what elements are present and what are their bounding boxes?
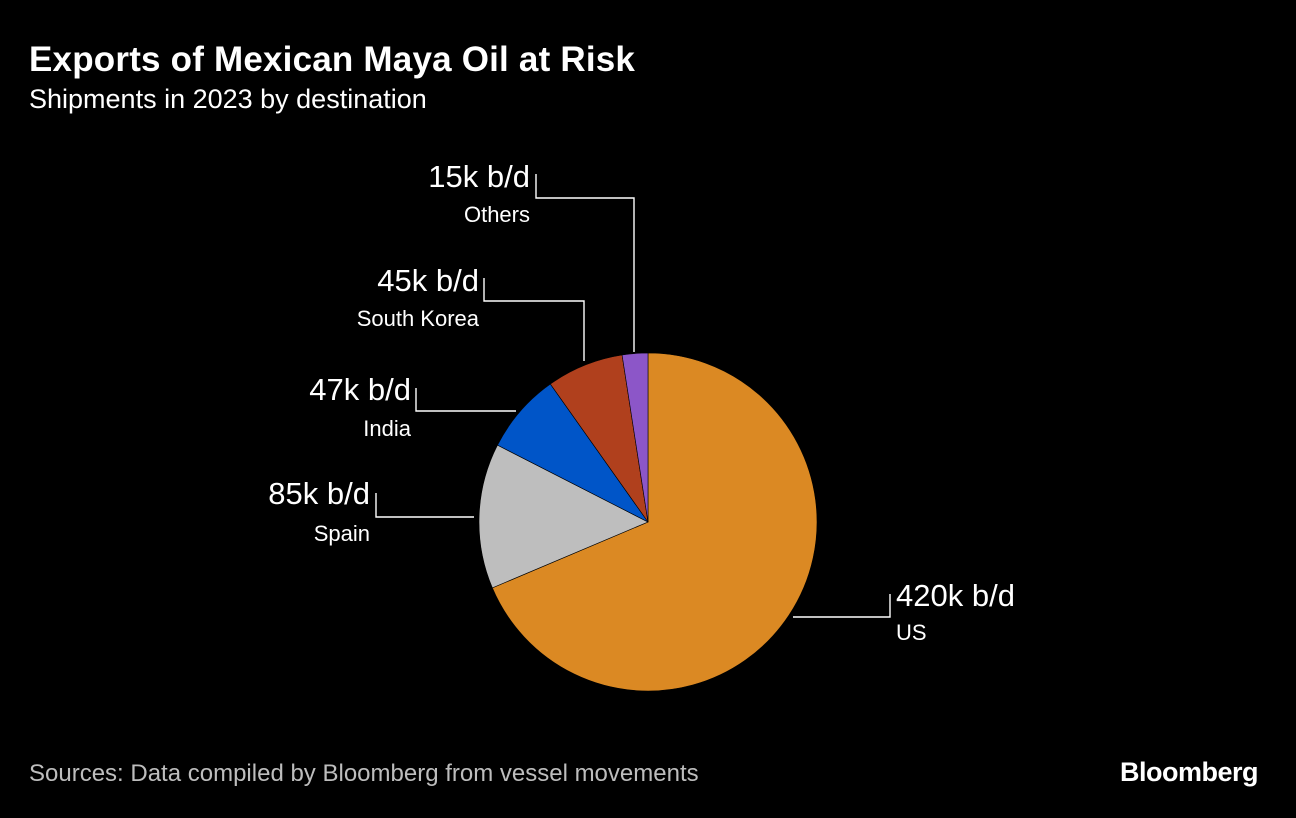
slice-labels: 420k b/d US 85k b/d Spain 47k b/d India 45k b/… (268, 159, 1015, 645)
pie-slice-spain (478, 444, 649, 589)
data-label-value-india: 47k b/d (309, 372, 411, 407)
data-label-name-south-korea: South Korea (357, 306, 480, 331)
leader-line-india (415, 388, 516, 412)
data-label-name-india: India (363, 416, 411, 441)
data-label-value-spain: 85k b/d (268, 476, 370, 511)
pie-slice-others (621, 352, 649, 523)
leader-line-us (793, 594, 891, 618)
data-label-name-us: US (896, 620, 927, 645)
leader-line-others (535, 174, 635, 352)
pie-slices (478, 352, 818, 692)
chart-title: Exports of Mexican Maya Oil at Risk (29, 40, 636, 79)
leader-lines (375, 174, 891, 618)
data-label-name-others: Others (464, 202, 530, 227)
leader-line-south-korea (483, 278, 585, 361)
data-label-value-us: 420k b/d (896, 578, 1015, 613)
data-label-value-south-korea: 45k b/d (377, 263, 479, 298)
data-label-value-others: 15k b/d (428, 159, 530, 194)
chart-subtitle: Shipments in 2023 by destination (29, 84, 427, 114)
data-label-name-spain: Spain (314, 521, 370, 546)
leader-line-spain (375, 493, 474, 518)
bloomberg-logo: Bloomberg (1119, 757, 1259, 787)
source-note: Sources: Data compiled by Bloomberg from… (29, 760, 699, 787)
pie-slice-us (491, 352, 818, 692)
